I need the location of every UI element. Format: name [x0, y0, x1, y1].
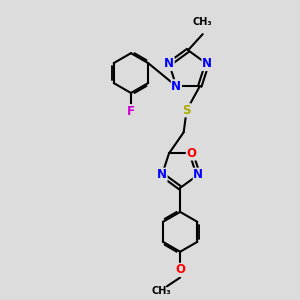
Text: S: S [182, 104, 191, 117]
Text: N: N [157, 168, 167, 181]
Text: N: N [164, 58, 174, 70]
Text: CH₃: CH₃ [151, 286, 171, 296]
Text: N: N [171, 80, 182, 93]
Text: O: O [175, 263, 185, 276]
Text: N: N [193, 168, 203, 181]
Text: N: N [202, 58, 212, 70]
Text: O: O [186, 147, 197, 160]
Text: F: F [127, 105, 135, 118]
Text: CH₃: CH₃ [193, 17, 212, 27]
